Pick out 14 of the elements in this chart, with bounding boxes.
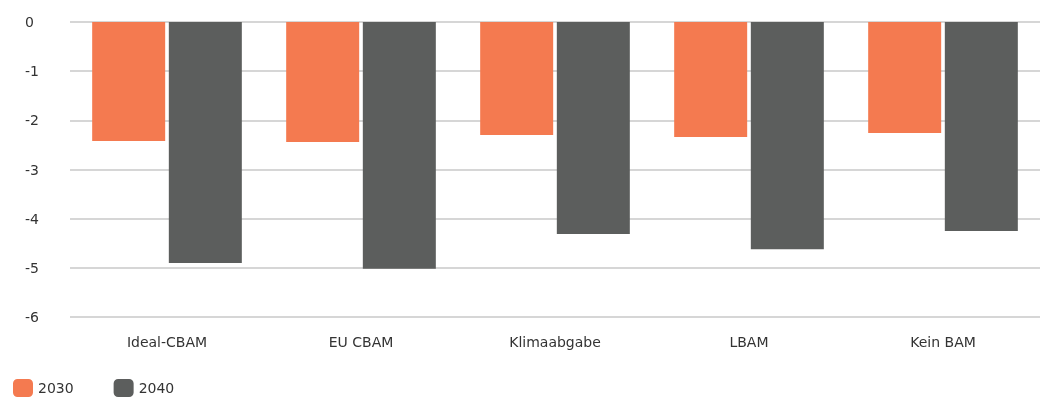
x-tick-label: Klimaabgabe	[509, 334, 601, 350]
x-tick-label: Ideal-CBAM	[126, 334, 208, 350]
y-tick-label: -2	[25, 112, 39, 129]
y-tick-label: -6	[25, 309, 40, 325]
legend-label: 2040	[138, 380, 175, 396]
y-tick-label: 0	[25, 14, 34, 30]
y-tick-label: -3	[25, 161, 39, 178]
x-tick-label: EU CBAM	[328, 334, 394, 350]
y-tick-label: -5	[25, 259, 39, 276]
y-tick-label: -4	[25, 210, 40, 227]
x-tick-label: LBAM	[729, 334, 769, 350]
legend-label: 2030	[38, 380, 74, 396]
y-tick-label: -1	[25, 63, 39, 80]
x-tick-label: Kein BAM	[910, 334, 976, 350]
